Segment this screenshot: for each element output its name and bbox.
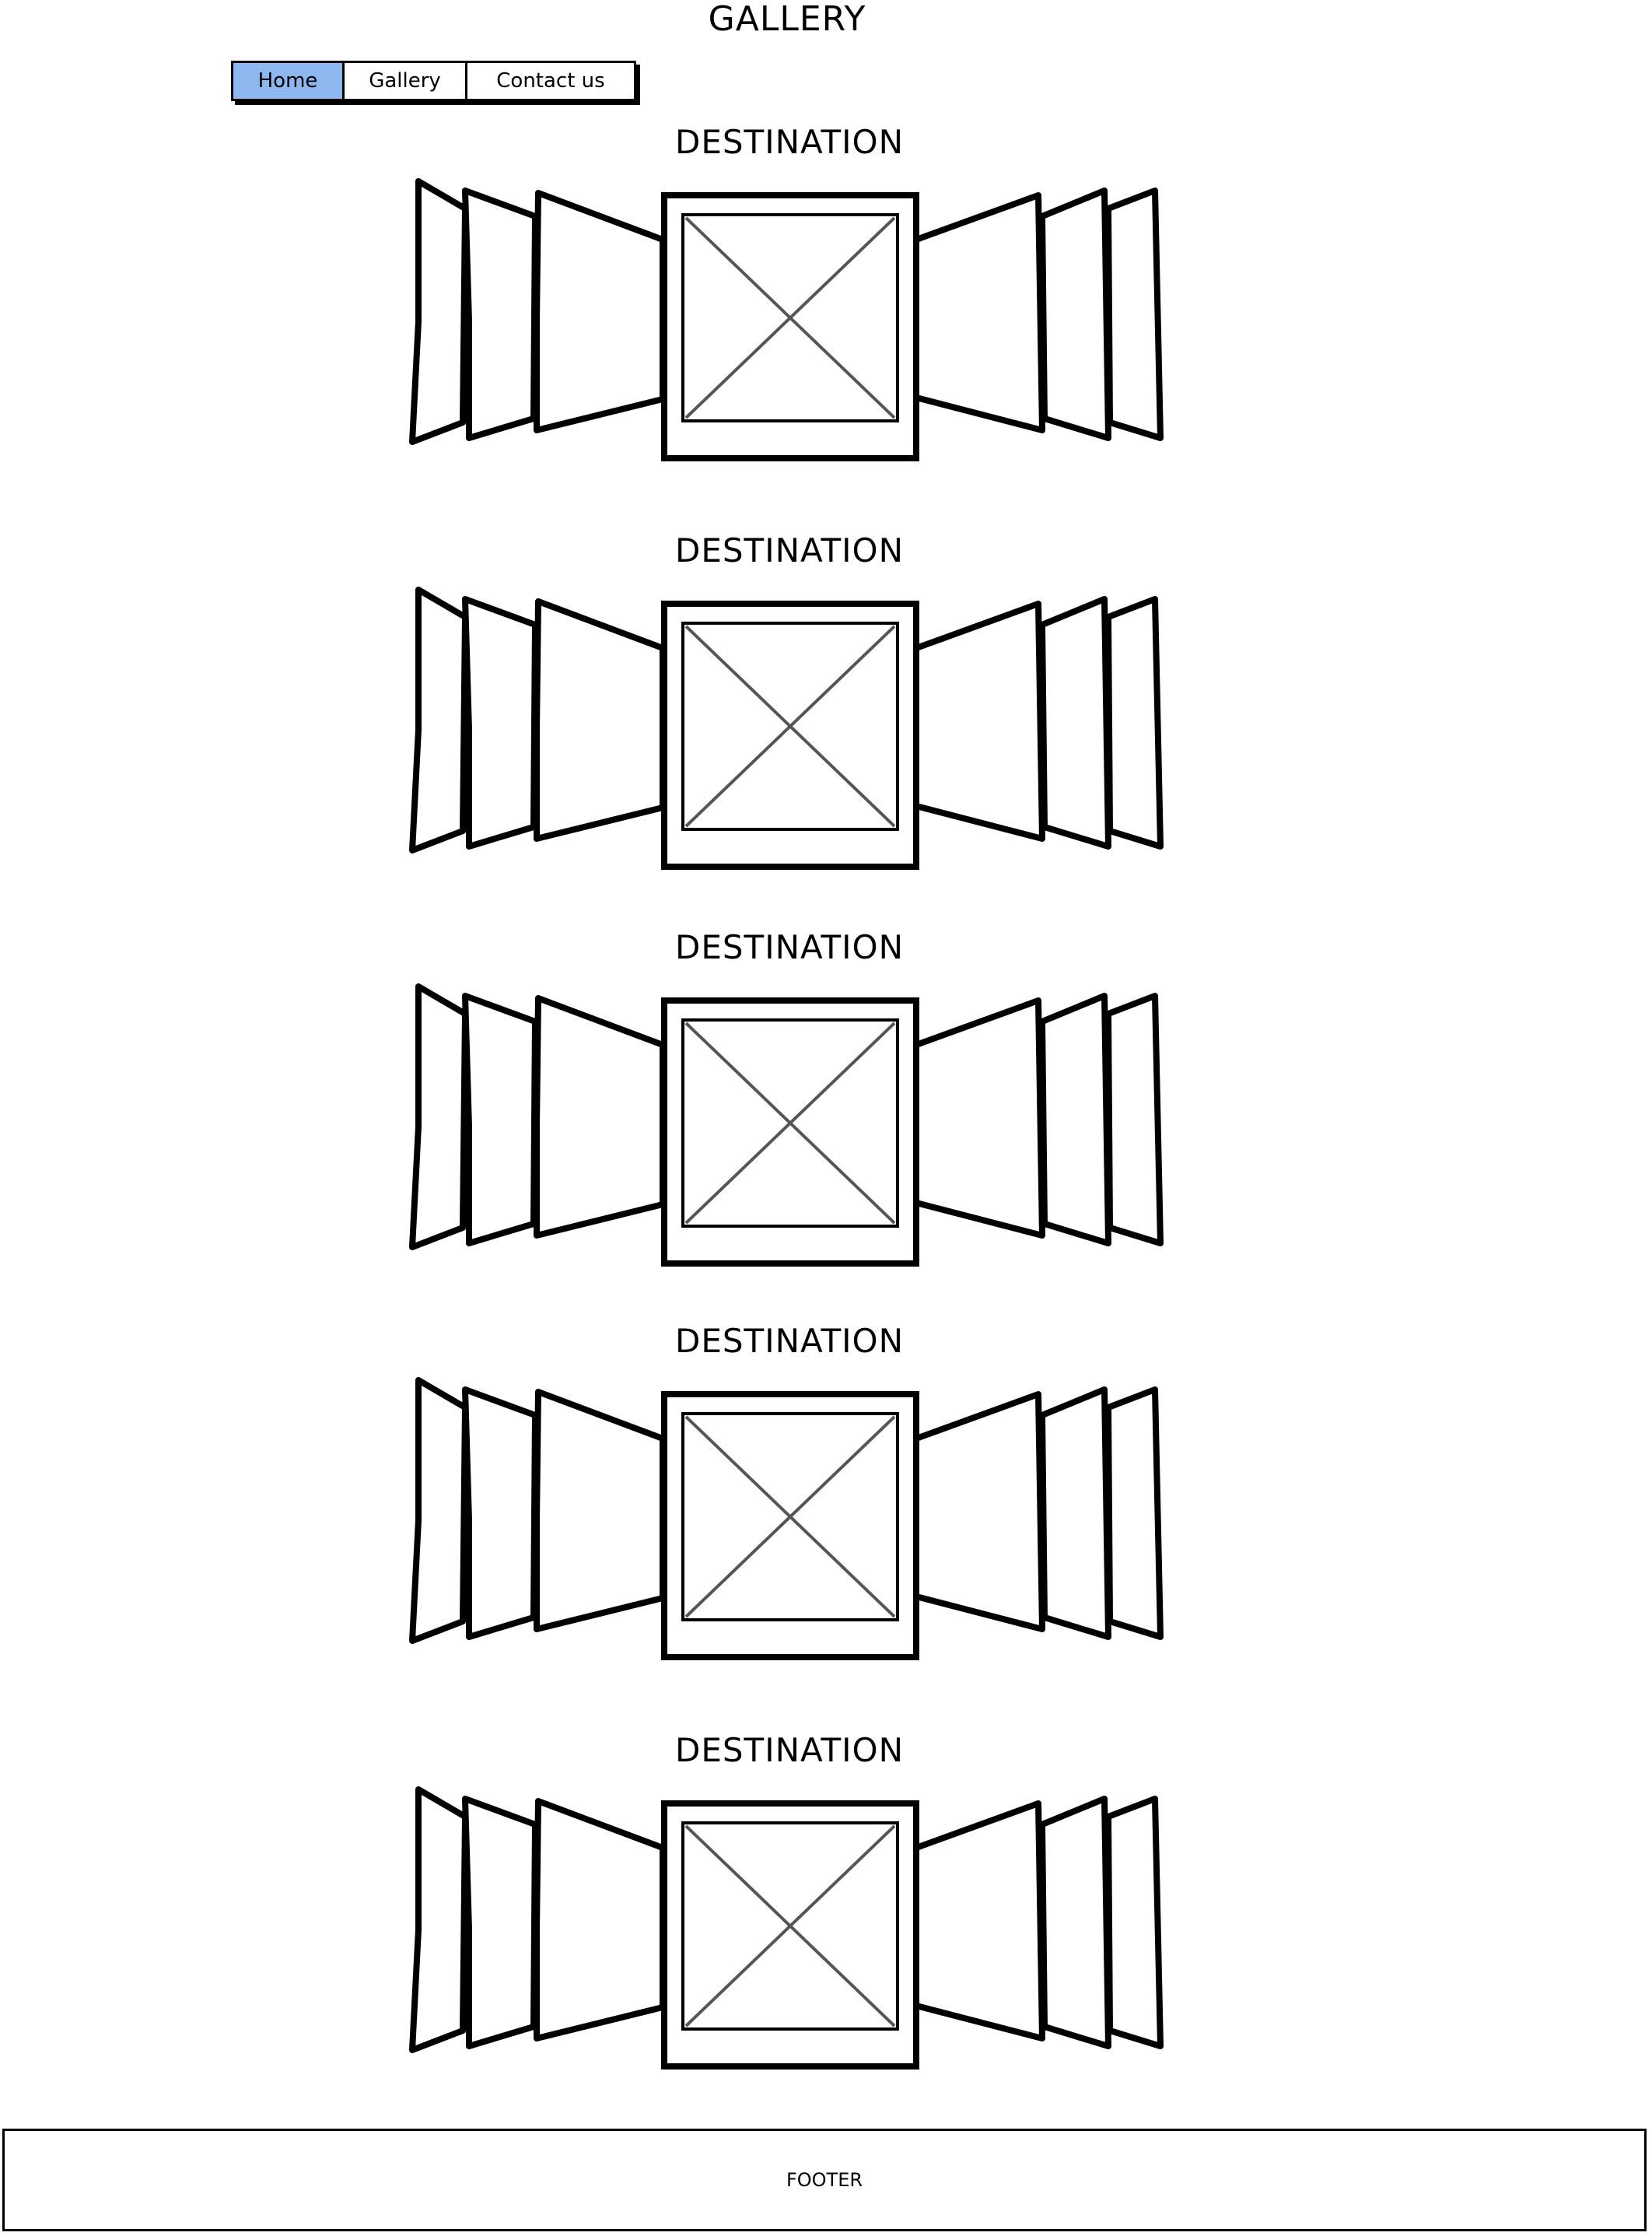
carousel-slide-left-3[interactable] xyxy=(409,587,468,853)
carousel-current-image[interactable] xyxy=(661,997,919,1267)
carousel-slide-left-3[interactable] xyxy=(409,983,468,1250)
carousel-graphic xyxy=(409,587,1164,870)
carousel-slide-right-2[interactable] xyxy=(1039,1386,1111,1640)
carousel-slide-right-3[interactable] xyxy=(1105,188,1164,441)
footer-label: FOOTER xyxy=(786,2169,863,2191)
carousel-current-image[interactable] xyxy=(661,192,919,461)
carousel-slide-left-2[interactable] xyxy=(462,596,538,850)
image-carousel[interactable] xyxy=(404,574,1174,870)
carousel-current-image[interactable] xyxy=(661,601,919,870)
carousel-slide-left-2[interactable] xyxy=(462,1796,538,2049)
carousel-slide-right-1[interactable] xyxy=(913,192,1045,433)
destination-title: DESTINATION xyxy=(675,531,904,570)
carousel-slide-left-1[interactable] xyxy=(534,995,666,1239)
destination-title: DESTINATION xyxy=(675,1731,904,1769)
carousel-slide-left-2[interactable] xyxy=(462,1386,538,1640)
carousel-slide-right-3[interactable] xyxy=(1105,993,1164,1246)
image-carousel[interactable] xyxy=(404,1774,1174,2070)
carousel-slide-left-1[interactable] xyxy=(534,1798,666,2041)
carousel-slide-left-2[interactable] xyxy=(462,188,538,441)
image-carousel[interactable] xyxy=(404,166,1174,461)
carousel-slide-left-3[interactable] xyxy=(409,1786,468,2053)
carousel-slide-right-3[interactable] xyxy=(1105,596,1164,850)
carousel-slide-right-1[interactable] xyxy=(913,997,1045,1239)
destination-title: DESTINATION xyxy=(675,123,904,161)
carousel-graphic xyxy=(409,1377,1164,1660)
carousel-slide-left-3[interactable] xyxy=(409,178,468,445)
carousel-current-image[interactable] xyxy=(661,1391,919,1660)
destination-title: DESTINATION xyxy=(675,928,904,966)
image-carousel[interactable] xyxy=(404,971,1174,1267)
carousel-slide-right-2[interactable] xyxy=(1039,1796,1111,2049)
carousel-slide-left-1[interactable] xyxy=(534,598,666,842)
destination-title: DESTINATION xyxy=(675,1322,904,1360)
carousel-slide-right-1[interactable] xyxy=(913,1800,1045,2041)
carousel-slide-right-2[interactable] xyxy=(1039,993,1111,1246)
carousel-graphic xyxy=(409,1786,1164,2070)
carousel-slide-right-1[interactable] xyxy=(913,601,1045,842)
image-carousel[interactable] xyxy=(404,1365,1174,1660)
carousel-slide-right-3[interactable] xyxy=(1105,1386,1164,1640)
carousel-slide-left-2[interactable] xyxy=(462,993,538,1246)
nav-contact-us[interactable]: Contact us xyxy=(496,69,605,93)
carousel-graphic xyxy=(409,983,1164,1267)
main-nav: Home Gallery Contact us xyxy=(231,61,636,101)
carousel-slide-left-1[interactable] xyxy=(534,1389,666,1632)
carousel-current-image[interactable] xyxy=(661,1800,919,2070)
page-title: GALLERY xyxy=(708,0,866,39)
carousel-slide-right-3[interactable] xyxy=(1105,1796,1164,2049)
page-footer: FOOTER xyxy=(2,2129,1647,2231)
carousel-slide-left-1[interactable] xyxy=(534,190,666,433)
nav-home[interactable]: Home xyxy=(233,63,345,99)
carousel-slide-right-1[interactable] xyxy=(913,1391,1045,1632)
nav-gallery[interactable]: Gallery xyxy=(345,63,467,99)
carousel-slide-right-2[interactable] xyxy=(1039,188,1111,441)
carousel-slide-left-3[interactable] xyxy=(409,1377,468,1644)
carousel-graphic xyxy=(409,178,1164,461)
carousel-slide-right-2[interactable] xyxy=(1039,596,1111,850)
